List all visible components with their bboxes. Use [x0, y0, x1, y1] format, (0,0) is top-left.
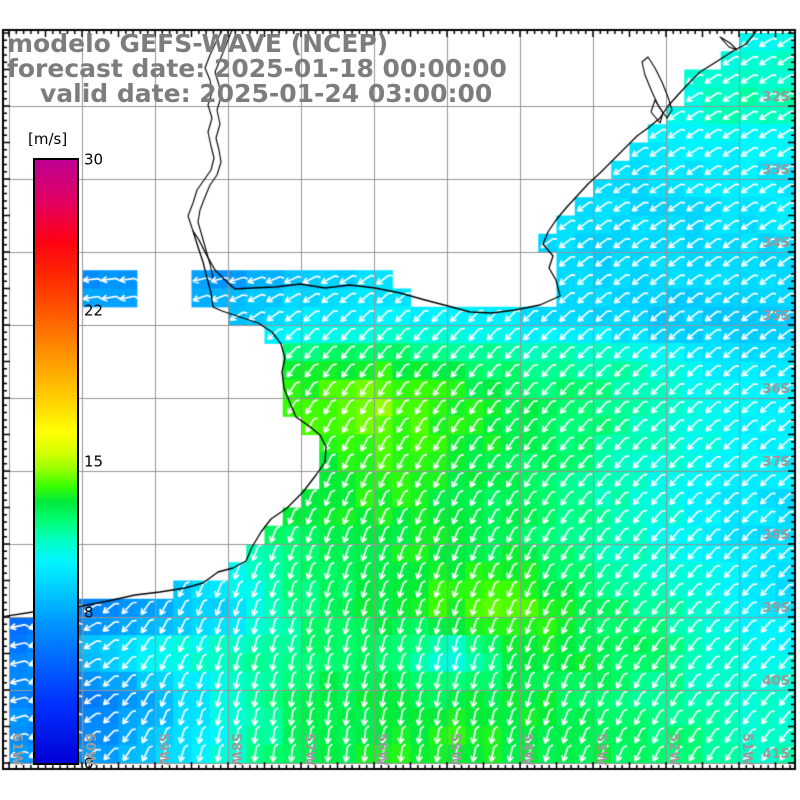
lat-label-37S: 37S — [762, 455, 790, 470]
lon-label-58W: 58W — [228, 733, 243, 766]
lat-label-39S: 39S — [762, 601, 790, 616]
colorbar-unit-label: [m/s] — [28, 130, 68, 148]
lon-label-53W: 53W — [593, 733, 608, 766]
lat-label-38S: 38S — [762, 528, 790, 543]
lon-label-52W: 52W — [666, 733, 681, 766]
lat-label-32S: 32S — [762, 90, 790, 105]
colorbar-tick-22: 22 — [84, 301, 104, 320]
lat-label-34S: 34S — [762, 236, 790, 251]
lon-label-56W: 56W — [374, 733, 389, 766]
colorbar-tick-30: 30 — [84, 150, 104, 169]
lon-label-51W: 51W — [739, 733, 754, 766]
lon-label-55W: 55W — [447, 733, 462, 766]
valid-date-line: valid date: 2025-01-24 03:00:00 — [40, 79, 493, 108]
colorbar — [33, 158, 79, 765]
lat-label-35S: 35S — [762, 309, 790, 324]
lon-label-61W: 61W — [9, 733, 24, 766]
lat-label-40S: 40S — [762, 674, 790, 689]
model-title: modelo GEFS-WAVE (NCEP) — [7, 29, 389, 58]
lon-label-54W: 54W — [520, 733, 535, 766]
colorbar-tick-15: 15 — [84, 452, 104, 471]
lon-label-60W: 60W — [82, 733, 97, 766]
forecast-date-line: forecast date: 2025-01-18 00:00:00 — [7, 54, 507, 83]
lat-label-33S: 33S — [762, 163, 790, 178]
colorbar-tick-8: 8 — [84, 603, 94, 622]
lon-label-59W: 59W — [155, 733, 170, 766]
lon-label-57W: 57W — [301, 733, 316, 766]
lat-label-36S: 36S — [762, 382, 790, 397]
lat-label-41S: 41S — [762, 747, 790, 762]
colorbar-tick-0: 0 — [84, 754, 94, 773]
